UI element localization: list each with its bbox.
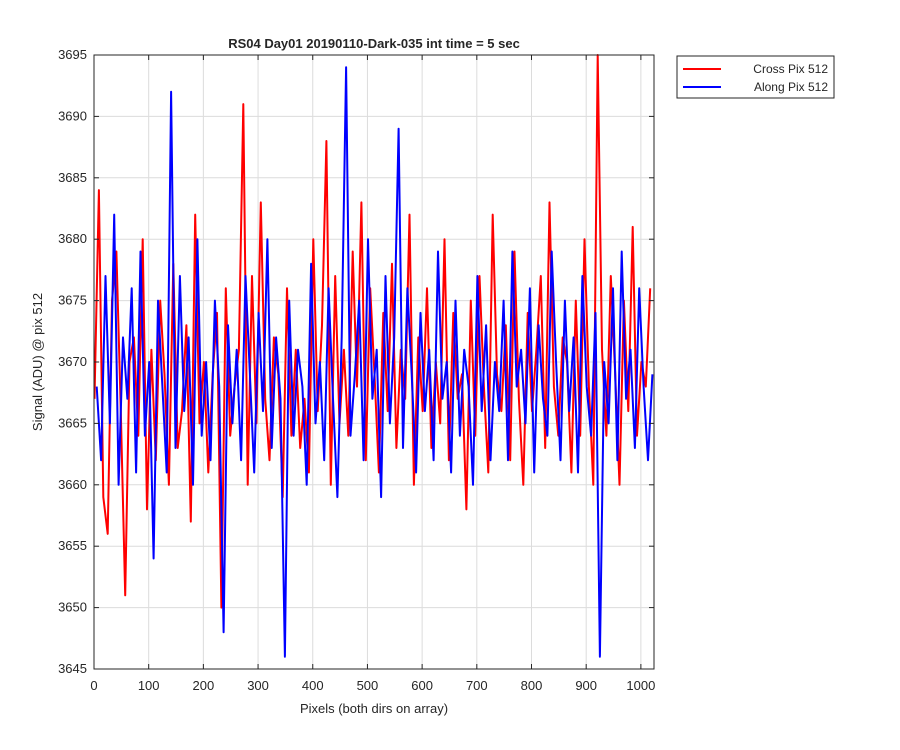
x-tick-label: 500 (357, 678, 379, 693)
y-tick-label: 3685 (58, 170, 87, 185)
x-tick-label: 100 (138, 678, 160, 693)
y-tick-label: 3695 (58, 47, 87, 62)
x-tick-label: 800 (521, 678, 543, 693)
x-tick-label: 1000 (626, 678, 655, 693)
x-tick-label: 900 (575, 678, 597, 693)
y-tick-label: 3665 (58, 415, 87, 430)
x-tick-label: 200 (193, 678, 215, 693)
legend: Cross Pix 512 Along Pix 512 (676, 55, 835, 99)
legend-label-along: Along Pix 512 (754, 80, 828, 94)
x-tick-label: 0 (90, 678, 97, 693)
y-axis-label: Signal (ADU) @ pix 512 (30, 293, 45, 431)
legend-box (676, 55, 835, 99)
y-tick-labels: 3645 3650 3655 3660 3665 3670 3675 3680 3685 3690… (58, 47, 87, 676)
y-tick-label: 3670 (58, 354, 87, 369)
x-tick-label: 400 (302, 678, 324, 693)
x-tick-labels: 0 100 200 300 400 500 600 700 800 900 1000 (90, 678, 655, 693)
y-tick-label: 3650 (58, 600, 87, 615)
data-lines (93, 54, 654, 658)
x-axis-label: Pixels (both dirs on array) (300, 701, 448, 716)
series-line-along-pix-512 (95, 66, 654, 658)
axis-ticks (93, 54, 654, 670)
x-tick-label: 700 (466, 678, 488, 693)
legend-label-cross: Cross Pix 512 (753, 62, 828, 76)
y-tick-label: 3680 (58, 231, 87, 246)
y-tick-label: 3660 (58, 477, 87, 492)
y-tick-label: 3675 (58, 293, 87, 308)
y-tick-label: 3655 (58, 538, 87, 553)
chart-title: RS04 Day01 20190110-Dark-035 int time = … (228, 36, 520, 51)
y-tick-label: 3645 (58, 661, 87, 676)
y-tick-label: 3690 (58, 108, 87, 123)
x-tick-label: 300 (247, 678, 269, 693)
x-tick-label: 600 (411, 678, 433, 693)
